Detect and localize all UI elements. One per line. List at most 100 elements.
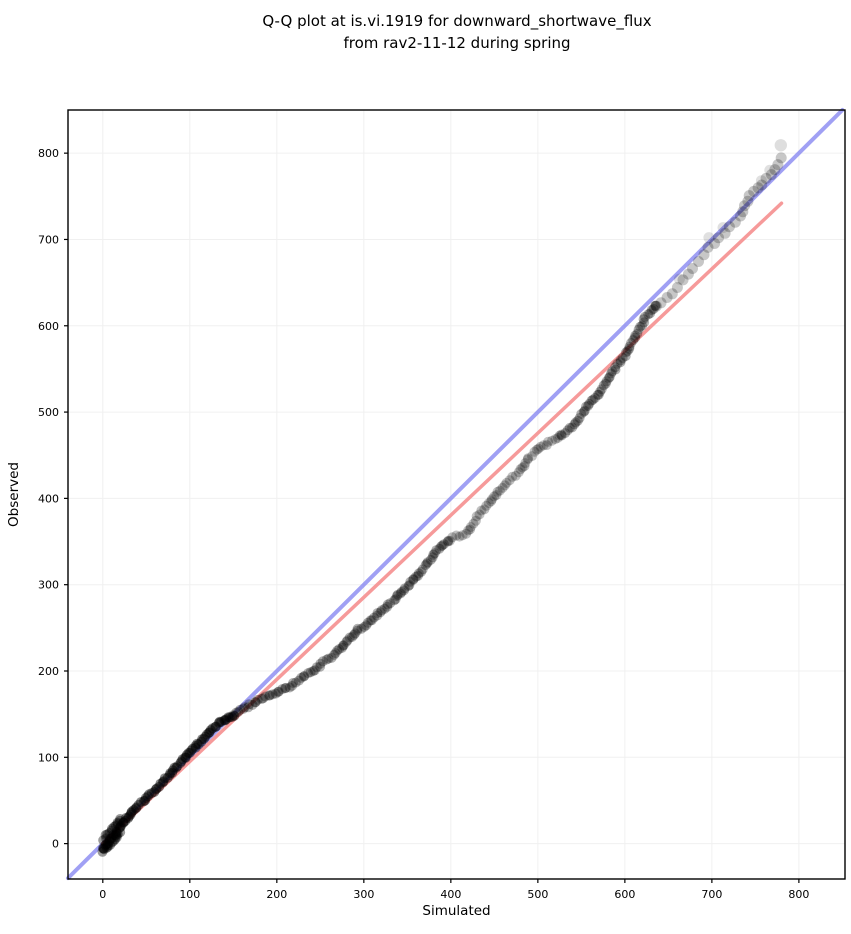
qq-point	[454, 531, 465, 542]
qq-point	[315, 658, 326, 669]
qq-point	[104, 828, 115, 838]
qq-point	[755, 175, 767, 187]
qq-point	[332, 645, 343, 656]
x-tick-label-100: 100	[179, 888, 200, 901]
qq-point	[601, 376, 612, 387]
x-tick-label-200: 200	[266, 888, 287, 901]
qq-point	[395, 588, 406, 599]
qq-point	[595, 386, 606, 397]
qq-point	[723, 221, 735, 233]
qq-point	[347, 632, 358, 642]
qq-point	[105, 840, 116, 850]
qq-point	[126, 807, 137, 818]
qq-point	[211, 721, 221, 732]
x-tick-label-800: 800	[788, 888, 809, 901]
qq-point	[612, 358, 623, 369]
qq-point	[703, 232, 715, 244]
qq-point	[229, 710, 240, 721]
qq-point	[216, 717, 226, 727]
qq-point	[115, 820, 126, 831]
qq-point	[146, 788, 157, 799]
qq-point	[144, 789, 155, 800]
qq-point	[527, 451, 537, 462]
qq-point	[522, 454, 533, 465]
qq-point	[169, 762, 180, 773]
qq-point	[633, 324, 644, 335]
qq-point	[338, 640, 349, 651]
qq-point	[321, 654, 332, 665]
qq-point	[578, 406, 589, 417]
qq-point	[431, 545, 442, 556]
qq-point	[303, 668, 314, 679]
qq-point	[739, 200, 750, 212]
qq-point	[337, 642, 348, 653]
qq-point	[497, 482, 508, 493]
qq-point	[756, 179, 768, 191]
qq-point	[220, 715, 231, 726]
qq-point	[586, 395, 597, 406]
qq-point	[547, 435, 557, 446]
qq-point	[309, 665, 320, 676]
qq-point	[447, 532, 458, 543]
qq-point	[607, 366, 618, 377]
qq-point	[604, 372, 615, 382]
qq-point	[227, 711, 238, 722]
qq-point	[110, 830, 121, 841]
qq-point	[661, 292, 673, 303]
qq-point	[111, 828, 122, 838]
qq-point	[308, 666, 319, 677]
qq-point	[471, 511, 482, 522]
qq-point	[606, 368, 617, 379]
qq-point	[231, 707, 242, 718]
qq-point	[483, 498, 494, 509]
qq-point	[165, 768, 176, 779]
qq-point	[280, 682, 291, 693]
qq-point	[382, 601, 393, 612]
qq-point	[408, 574, 419, 585]
qq-point	[158, 776, 169, 787]
qq-point	[125, 809, 136, 820]
qq-point	[352, 625, 363, 636]
qq-point	[628, 335, 639, 346]
qq-point	[457, 530, 468, 541]
qq-point	[588, 394, 598, 405]
qq-point	[772, 159, 784, 171]
qq-point	[417, 564, 428, 575]
qq-point	[693, 256, 704, 267]
qq-point	[159, 773, 170, 784]
qq-point	[130, 803, 141, 814]
qq-point	[99, 844, 110, 855]
qq-point	[630, 330, 641, 341]
qq-point	[560, 428, 571, 439]
qq-point	[273, 687, 283, 697]
qq-point	[190, 742, 201, 753]
qq-point	[192, 738, 203, 749]
qq-point	[579, 405, 590, 416]
qq-point	[293, 675, 304, 686]
qq-point	[646, 305, 657, 316]
qq-point	[112, 819, 123, 830]
qq-point	[600, 378, 611, 389]
qq-point	[554, 430, 565, 441]
qq-point	[666, 288, 678, 300]
qq-point	[197, 734, 208, 745]
qq-point	[305, 667, 316, 678]
qq-point	[221, 714, 232, 725]
qq-point	[111, 830, 122, 841]
qq-point	[200, 731, 211, 742]
qq-point	[162, 772, 173, 783]
qq-point	[155, 778, 166, 789]
qq-point	[369, 612, 379, 623]
qq-point	[650, 300, 662, 312]
qq-point	[239, 702, 250, 713]
qq-point	[264, 690, 275, 701]
qq-point	[176, 756, 187, 767]
qq-point	[598, 380, 609, 391]
qq-point	[315, 661, 326, 672]
qq-point	[630, 332, 640, 343]
qq-point	[128, 805, 139, 815]
qq-point	[311, 662, 322, 673]
qq-point	[101, 839, 112, 850]
qq-point	[413, 568, 424, 579]
